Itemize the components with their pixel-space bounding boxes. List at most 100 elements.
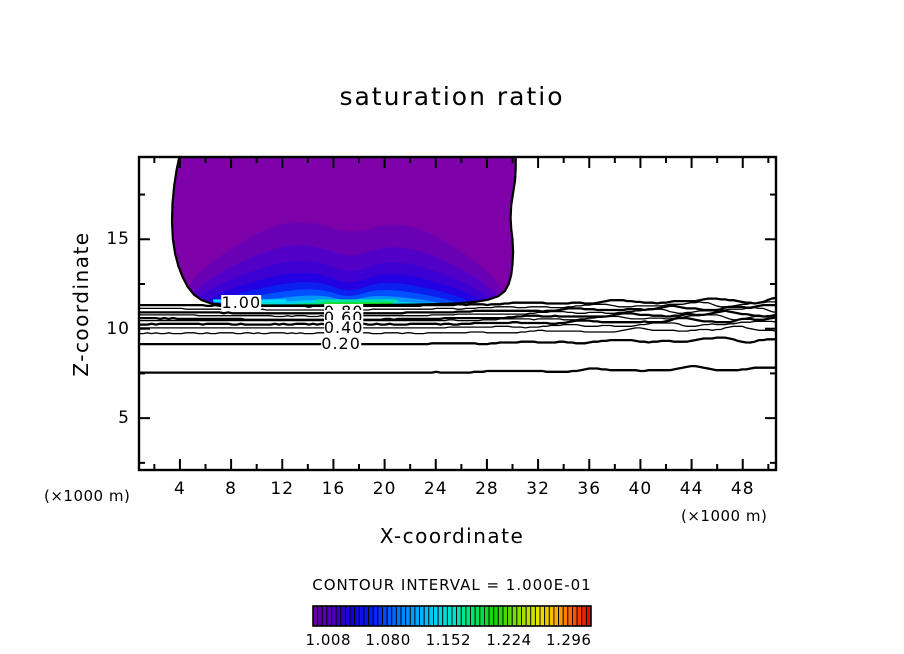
colorbar-segment xyxy=(423,605,430,627)
x-tick-label: 36 xyxy=(577,479,602,499)
colorbar-frame xyxy=(312,605,592,627)
colorbar-segment xyxy=(331,605,337,627)
colorbar-segment xyxy=(456,605,462,627)
colorbar-tick-label: 1.224 xyxy=(486,631,532,649)
colorbar-segment xyxy=(409,605,416,627)
colorbar-segment xyxy=(479,605,485,627)
colorbar-segment xyxy=(349,605,356,627)
colorbar-segment xyxy=(433,605,439,627)
colorbar-segment xyxy=(391,605,397,627)
colorbar-segment xyxy=(382,605,388,627)
colorbar-segment xyxy=(525,605,532,627)
colorbar-segment xyxy=(428,605,434,627)
page-title: saturation ratio xyxy=(339,82,565,111)
colorbar-segment xyxy=(539,605,546,627)
colorbar-segment xyxy=(400,605,407,627)
contour-line-10 xyxy=(139,364,776,374)
colorbar-segment xyxy=(558,605,564,627)
colorbar-segment xyxy=(562,605,569,627)
colorbar-segment xyxy=(335,605,342,627)
colorbar-segment xyxy=(511,605,518,627)
colorbar-segment xyxy=(344,605,351,627)
contour-line-7 xyxy=(139,320,776,329)
colorbar-segment xyxy=(497,605,504,627)
colorbar-segment xyxy=(405,605,411,627)
contour-label: 0.40 xyxy=(323,317,364,337)
x-tick-label: 24 xyxy=(423,479,448,499)
x-tick-label: 8 xyxy=(225,479,238,499)
colorbar-segment xyxy=(354,605,360,627)
colorbar-segment xyxy=(521,605,527,627)
y-tick-label: 10 xyxy=(106,318,130,339)
plot-content xyxy=(137,155,778,472)
colorbar-segment xyxy=(386,605,393,627)
contour-strip-2 xyxy=(315,299,398,303)
colorbar-segment xyxy=(502,605,509,627)
x-tick-label: 48 xyxy=(730,479,755,499)
contour-line-9 xyxy=(139,336,776,346)
colorbar-segment xyxy=(507,605,513,627)
colorbar-segment xyxy=(377,605,383,627)
colorbar-segment xyxy=(567,605,573,627)
x-tick-label: 12 xyxy=(270,479,295,499)
colorbar-segment xyxy=(516,605,522,627)
stratified-contours xyxy=(139,296,776,374)
x-axis-title: X-coordinate xyxy=(379,524,525,548)
colorbar-segment xyxy=(470,605,476,627)
contour-line-6 xyxy=(139,316,776,326)
x-tick-label: 28 xyxy=(475,479,499,499)
x-tick-label: 40 xyxy=(628,479,653,499)
y-tick-label: 15 xyxy=(106,229,130,250)
colorbar-segment xyxy=(465,605,471,627)
axes-frame xyxy=(137,155,778,472)
colorbar-caption: CONTOUR INTERVAL = 1.000E-01 xyxy=(312,576,592,594)
contour-line-5 xyxy=(139,314,776,322)
colorbar-segment xyxy=(488,605,495,627)
x-tick-label: 44 xyxy=(679,479,704,499)
colorbar-tick-label: 1.008 xyxy=(305,631,352,649)
colorbar-segment xyxy=(581,605,587,627)
contour-label: 0.20 xyxy=(321,333,361,353)
colorbar-segment xyxy=(419,605,425,627)
colorbar-segment xyxy=(414,605,421,627)
colorbar-segment xyxy=(317,605,323,627)
contour-line-8 xyxy=(139,325,776,335)
colorbar-segment xyxy=(493,605,499,627)
x-tick-label: 32 xyxy=(526,479,550,499)
colorbar-segment xyxy=(358,605,365,627)
colorbar-segment xyxy=(340,605,346,627)
contour-strip-3 xyxy=(323,302,393,305)
colorbar-segment xyxy=(548,605,555,627)
colorbar-segment xyxy=(576,605,583,627)
y-axis-title: Z-coordinate xyxy=(69,231,93,377)
colorbar-segment xyxy=(442,605,448,627)
colorbar-segment xyxy=(553,605,560,627)
plot-frame xyxy=(137,155,778,472)
colorbar-segment xyxy=(451,605,458,627)
y-axis-unit-annotation: (×1000 m) xyxy=(44,487,131,505)
colorbar-segment xyxy=(544,605,550,627)
filled-contour-region xyxy=(170,157,517,307)
y-tick-label: 5 xyxy=(118,408,130,429)
colorbar-segment xyxy=(460,605,467,627)
colorbar-tick-label: 1.296 xyxy=(546,631,592,649)
x-axis-unit-annotation: (×1000 m) xyxy=(681,507,768,525)
colorbar-tick-label: 1.080 xyxy=(365,631,411,649)
contour-line-2 xyxy=(139,303,776,315)
colorbar-segment xyxy=(395,605,402,627)
colorbar-segment xyxy=(437,605,444,627)
contour-bands-inner xyxy=(179,222,509,306)
colorbar-segment xyxy=(446,605,453,627)
colorbar xyxy=(312,605,592,627)
colorbar-segment xyxy=(368,605,374,627)
colorbar-segment xyxy=(363,605,370,627)
x-tick-label: 16 xyxy=(321,479,346,499)
colorbar-segment xyxy=(474,605,481,627)
colorbar-segment xyxy=(321,605,328,627)
colorbar-segment xyxy=(483,605,490,627)
colorbar-segment xyxy=(372,605,379,627)
colorbar-tick-label: 1.152 xyxy=(425,631,472,649)
colorbar-segment xyxy=(326,605,332,627)
